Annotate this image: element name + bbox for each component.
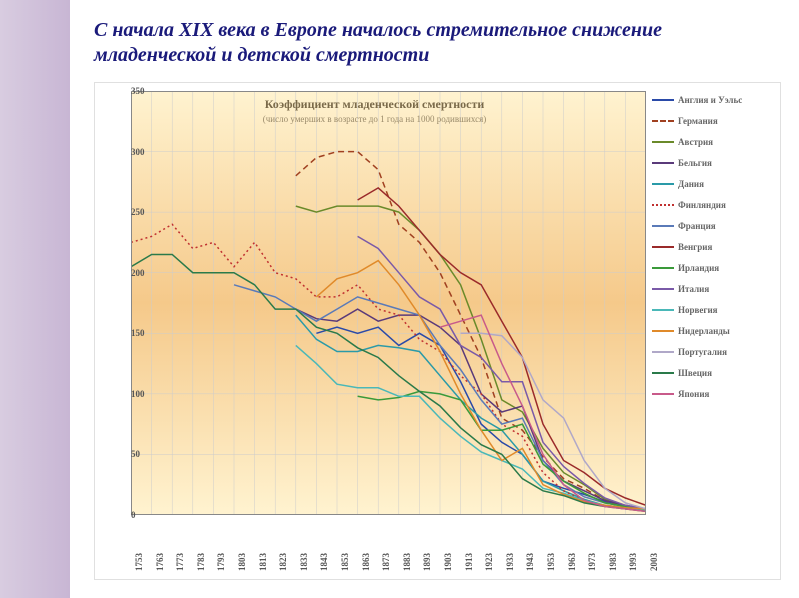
legend-item: Дания [652,179,772,189]
legend-swatch [652,309,674,311]
y-tick-label: 200 [131,268,135,278]
x-tick-label: 1773 [175,553,185,571]
legend-label: Норвегия [678,305,718,315]
legend-swatch [652,351,674,353]
y-tick-label: 300 [131,147,135,157]
legend-swatch [652,393,674,395]
legend-item: Нидерланды [652,326,772,336]
legend-swatch [652,288,674,290]
y-tick-label: 350 [131,86,135,96]
page-title: С начала XIX века в Европе началось стре… [94,18,781,68]
legend-label: Бельгия [678,158,712,168]
legend-swatch [652,225,674,227]
legend-item: Финляндия [652,200,772,210]
plot-area: Коэффициент младенческой смертности (чис… [103,91,646,515]
legend-label: Дания [678,179,704,189]
x-tick-label: 1943 [525,553,535,571]
legend-label: Португалия [678,347,727,357]
y-tick-label: 100 [131,389,135,399]
legend-item: Франция [652,221,772,231]
legend-item: Венгрия [652,242,772,252]
x-tick-label: 1833 [299,553,309,571]
main-content: С начала XIX века в Европе началось стре… [70,0,799,598]
x-tick-label: 1913 [464,553,474,571]
legend-swatch [652,330,674,332]
legend-item: Швеция [652,368,772,378]
legend-label: Нидерланды [678,326,730,336]
x-tick-label: 1873 [381,553,391,571]
legend-label: Швеция [678,368,712,378]
page-root: С начала XIX века в Европе началось стре… [0,0,799,598]
legend-swatch [652,267,674,269]
x-tick-label: 1823 [278,553,288,571]
legend-swatch [652,246,674,248]
x-tick-label: 1983 [608,553,618,571]
legend: Англия и Уэльс Германия Австрия Бельгия Дани… [646,91,772,575]
x-tick-label: 1923 [484,553,494,571]
legend-label: Австрия [678,137,713,147]
legend-swatch [652,162,674,164]
x-tick-label: 2003 [649,553,659,571]
x-tick-label: 1783 [196,553,206,571]
legend-label: Ирландия [678,263,719,273]
legend-swatch [652,99,674,101]
x-tick-label: 1813 [258,553,268,571]
x-tick-label: 1803 [237,553,247,571]
legend-item: Англия и Уэльс [652,95,772,105]
x-axis: 1753 1763 1773 1783 1793 1803 1813 1823 1833 1843… [103,515,646,575]
legend-label: Франция [678,221,716,231]
legend-item: Австрия [652,137,772,147]
legend-label: Финляндия [678,200,726,210]
y-tick-label: 250 [131,207,135,217]
x-tick-label: 1763 [155,553,165,571]
x-tick-label: 1963 [567,553,577,571]
chart-container: Коэффициент младенческой смертности (чис… [94,82,781,580]
legend-swatch [652,120,674,122]
legend-item: Ирландия [652,263,772,273]
x-tick-label: 1843 [319,553,329,571]
x-tick-label: 1953 [546,553,556,571]
legend-label: Италия [678,284,709,294]
legend-label: Венгрия [678,242,712,252]
y-tick-label: 150 [131,328,135,338]
legend-item: Германия [652,116,772,126]
x-tick-label: 1893 [422,553,432,571]
left-decorative-strip [0,0,70,598]
x-tick-label: 1903 [443,553,453,571]
x-tick-label: 1793 [216,553,226,571]
legend-label: Германия [678,116,718,126]
y-tick-label: 50 [131,449,135,459]
legend-swatch [652,372,674,374]
legend-swatch [652,204,674,206]
legend-item: Норвегия [652,305,772,315]
x-tick-label: 1973 [587,553,597,571]
legend-label: Англия и Уэльс [678,95,742,105]
legend-item: Япония [652,389,772,399]
x-tick-label: 1993 [628,553,638,571]
legend-item: Бельгия [652,158,772,168]
x-tick-label: 1883 [402,553,412,571]
x-tick-label: 1753 [134,553,144,571]
x-tick-label: 1933 [505,553,515,571]
legend-swatch [652,141,674,143]
x-tick-label: 1863 [361,553,371,571]
legend-item: Италия [652,284,772,294]
legend-swatch [652,183,674,185]
legend-item: Португалия [652,347,772,357]
line-chart-svg [131,91,646,515]
plot-column: Коэффициент младенческой смертности (чис… [103,91,646,575]
x-tick-label: 1853 [340,553,350,571]
legend-label: Япония [678,389,709,399]
